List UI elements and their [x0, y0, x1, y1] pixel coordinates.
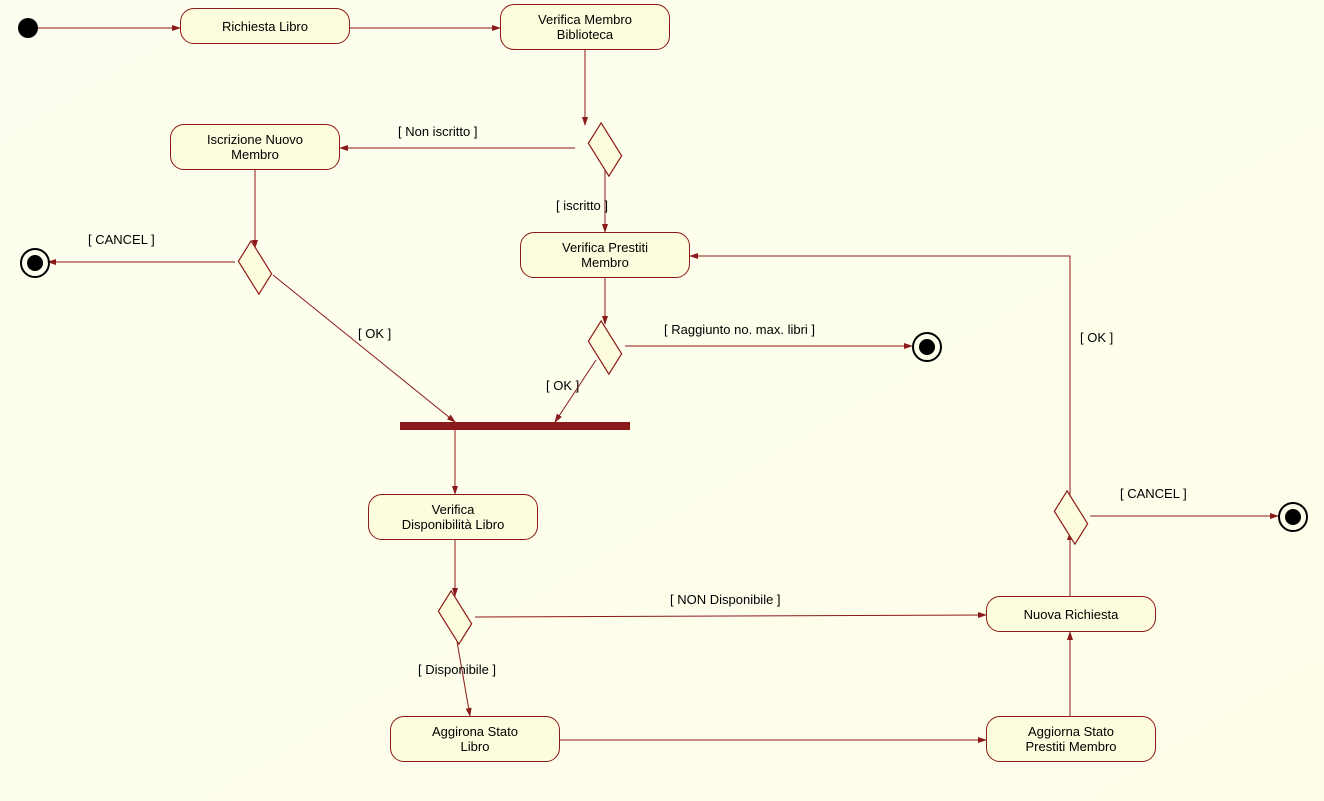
sync-bar-join [400, 422, 630, 430]
initial-node [18, 18, 38, 38]
activity-label: Aggiorna StatoPrestiti Membro [1025, 724, 1116, 754]
diagram-canvas: Richiesta Libro Verifica MembroBibliotec… [0, 0, 1324, 801]
guard-cancel-left: [ CANCEL ] [88, 232, 155, 247]
activity-nuova-richiesta: Nuova Richiesta [986, 596, 1156, 632]
activity-verifica-prestiti: Verifica PrestitiMembro [520, 232, 690, 278]
edges-svg [0, 0, 1324, 801]
decision-iscrizione [238, 240, 273, 295]
activity-label: Verifica MembroBiblioteca [538, 12, 632, 42]
activity-richiesta-libro: Richiesta Libro [180, 8, 350, 44]
decision-membro [588, 122, 623, 177]
activity-label: Aggirona StatoLibro [432, 724, 518, 754]
activity-label: Iscrizione NuovoMembro [207, 132, 303, 162]
activity-aggiorna-libro: Aggirona StatoLibro [390, 716, 560, 762]
activity-verifica-disponibilita: VerificaDisponibilità Libro [368, 494, 538, 540]
guard-max-libri: [ Raggiunto no. max. libri ] [664, 322, 815, 337]
activity-verifica-membro: Verifica MembroBiblioteca [500, 4, 670, 50]
activity-label: Verifica PrestitiMembro [562, 240, 648, 270]
guard-cancel-right: [ CANCEL ] [1120, 486, 1187, 501]
activity-label: Richiesta Libro [222, 19, 308, 34]
guard-non-disponibile: [ NON Disponibile ] [670, 592, 781, 607]
guard-ok-iscrizione: [ OK ] [358, 326, 391, 341]
final-max-libri [912, 332, 942, 362]
decision-nuova [1054, 490, 1089, 545]
activity-aggiorna-prestiti: Aggiorna StatoPrestiti Membro [986, 716, 1156, 762]
guard-ok-right: [ OK ] [1080, 330, 1113, 345]
decision-disponibile [438, 590, 473, 645]
final-cancel-1 [20, 248, 50, 278]
decision-prestiti [588, 320, 623, 375]
activity-iscrizione-nuovo: Iscrizione NuovoMembro [170, 124, 340, 170]
guard-iscritto: [ iscritto ] [556, 198, 608, 213]
final-cancel-2 [1278, 502, 1308, 532]
guard-ok-prestiti: [ OK ] [546, 378, 579, 393]
guard-non-iscritto: [ Non iscritto ] [398, 124, 477, 139]
guard-disponibile: [ Disponibile ] [418, 662, 496, 677]
activity-label: Nuova Richiesta [1024, 607, 1119, 622]
activity-label: VerificaDisponibilità Libro [402, 502, 505, 532]
